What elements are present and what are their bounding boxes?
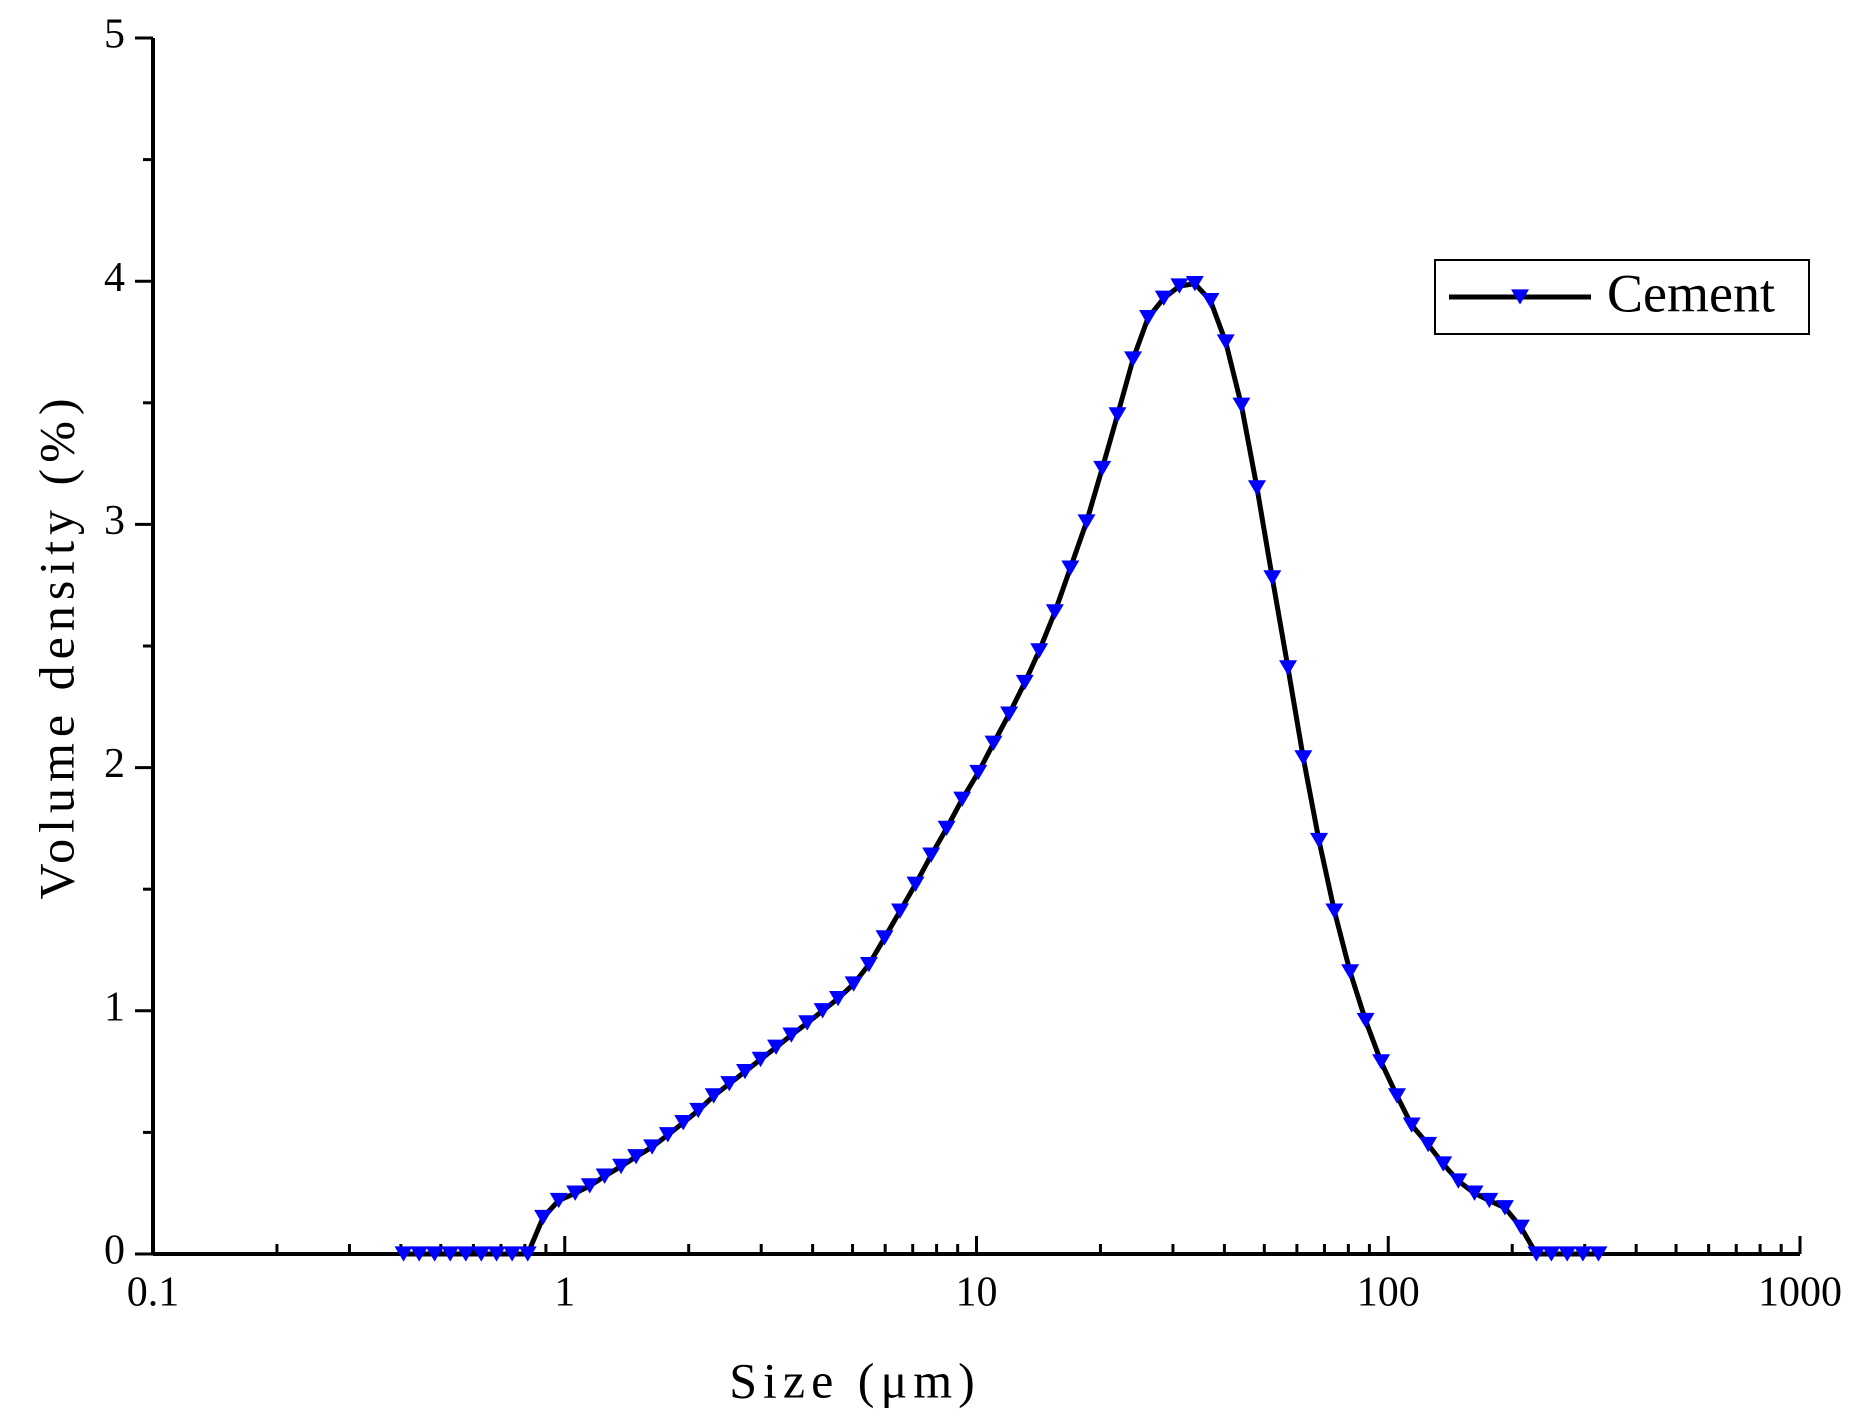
data-marker bbox=[1341, 964, 1360, 980]
data-marker bbox=[1154, 290, 1173, 306]
data-marker bbox=[1124, 351, 1143, 367]
data-marker bbox=[1325, 903, 1344, 919]
data-marker bbox=[612, 1158, 631, 1175]
data-marker bbox=[1573, 1246, 1592, 1262]
data-marker bbox=[627, 1149, 646, 1165]
data-marker bbox=[767, 1039, 786, 1055]
data-marker bbox=[472, 1246, 491, 1262]
data-marker bbox=[456, 1246, 475, 1262]
y-axis-title: Volume density (%) bbox=[28, 392, 84, 899]
data-marker bbox=[798, 1015, 817, 1031]
data-marker bbox=[1402, 1117, 1421, 1133]
data-marker bbox=[1201, 293, 1220, 309]
y-tick-label: 3 bbox=[104, 498, 125, 544]
data-marker bbox=[1310, 832, 1329, 849]
data-marker bbox=[1542, 1246, 1561, 1262]
data-marker bbox=[595, 1168, 614, 1184]
data-marker bbox=[751, 1051, 770, 1068]
data-marker bbox=[689, 1102, 708, 1119]
y-tick-label: 5 bbox=[104, 12, 125, 58]
data-marker bbox=[844, 976, 863, 992]
data-marker bbox=[922, 847, 941, 863]
data-marker bbox=[487, 1246, 506, 1262]
data-marker bbox=[1480, 1192, 1499, 1209]
data-marker bbox=[549, 1192, 568, 1209]
data-marker bbox=[580, 1178, 599, 1194]
data-marker bbox=[410, 1246, 429, 1262]
data-marker bbox=[1061, 560, 1080, 576]
series-line bbox=[403, 281, 1599, 1257]
x-tick-label: 1 bbox=[554, 1270, 575, 1316]
data-marker bbox=[1015, 674, 1034, 691]
x-tick-label: 100 bbox=[1357, 1270, 1420, 1316]
x-tick-label: 0.1 bbox=[127, 1270, 180, 1316]
data-marker bbox=[906, 876, 925, 892]
data-marker bbox=[1372, 1054, 1391, 1070]
data-marker bbox=[813, 1003, 832, 1019]
data-marker bbox=[1419, 1136, 1438, 1153]
y-tick-label: 1 bbox=[104, 984, 125, 1030]
data-marker bbox=[643, 1139, 662, 1155]
data-marker bbox=[1527, 1246, 1546, 1262]
data-marker bbox=[1232, 397, 1251, 413]
x-tick-label: 1000 bbox=[1758, 1270, 1842, 1316]
data-marker bbox=[1449, 1173, 1468, 1189]
data-marker bbox=[984, 735, 1003, 751]
data-marker bbox=[735, 1063, 754, 1080]
y-tick-label: 0 bbox=[104, 1228, 125, 1274]
data-marker bbox=[937, 820, 956, 837]
data-marker bbox=[891, 903, 910, 919]
legend-marker bbox=[1511, 289, 1529, 305]
data-marker bbox=[720, 1076, 739, 1092]
data-marker bbox=[829, 990, 848, 1007]
data-marker bbox=[1434, 1156, 1453, 1172]
data-marker bbox=[1185, 275, 1204, 292]
data-marker bbox=[953, 791, 972, 807]
data-marker bbox=[1139, 310, 1158, 326]
data-marker bbox=[1294, 750, 1313, 766]
data-marker bbox=[441, 1246, 460, 1262]
data-marker bbox=[1077, 514, 1096, 530]
data-marker bbox=[1216, 334, 1235, 350]
data-marker bbox=[1045, 604, 1064, 620]
data-marker bbox=[1279, 660, 1298, 676]
data-marker bbox=[1589, 1246, 1608, 1262]
data-marker bbox=[1108, 407, 1127, 423]
data-marker bbox=[1356, 1012, 1375, 1029]
data-marker bbox=[534, 1209, 553, 1226]
data-marker bbox=[1511, 1219, 1530, 1235]
data-marker bbox=[1387, 1088, 1406, 1104]
data-marker bbox=[782, 1027, 801, 1043]
data-marker bbox=[658, 1127, 677, 1143]
data-marker bbox=[503, 1246, 522, 1262]
data-marker bbox=[875, 930, 894, 946]
data-marker bbox=[1495, 1200, 1514, 1216]
data-marker bbox=[425, 1246, 444, 1262]
data-marker bbox=[1558, 1246, 1577, 1262]
data-marker bbox=[1170, 278, 1189, 294]
data-marker bbox=[674, 1115, 693, 1131]
data-marker bbox=[859, 956, 878, 973]
x-tick-label: 10 bbox=[956, 1270, 998, 1316]
data-marker bbox=[1093, 460, 1112, 477]
data-marker bbox=[969, 764, 988, 781]
data-marker bbox=[1030, 643, 1049, 659]
x-axis-title: Size (μm) bbox=[729, 1352, 981, 1408]
y-tick-label: 2 bbox=[104, 741, 125, 787]
data-marker bbox=[704, 1088, 723, 1104]
legend-label: Cement bbox=[1607, 263, 1775, 323]
data-marker bbox=[394, 1246, 413, 1262]
data-marker bbox=[518, 1246, 537, 1262]
data-marker bbox=[1263, 570, 1282, 586]
data-marker bbox=[1465, 1185, 1484, 1201]
data-marker bbox=[1000, 706, 1019, 722]
y-tick-label: 4 bbox=[104, 255, 125, 301]
data-marker bbox=[566, 1185, 585, 1201]
data-marker bbox=[1248, 480, 1267, 496]
